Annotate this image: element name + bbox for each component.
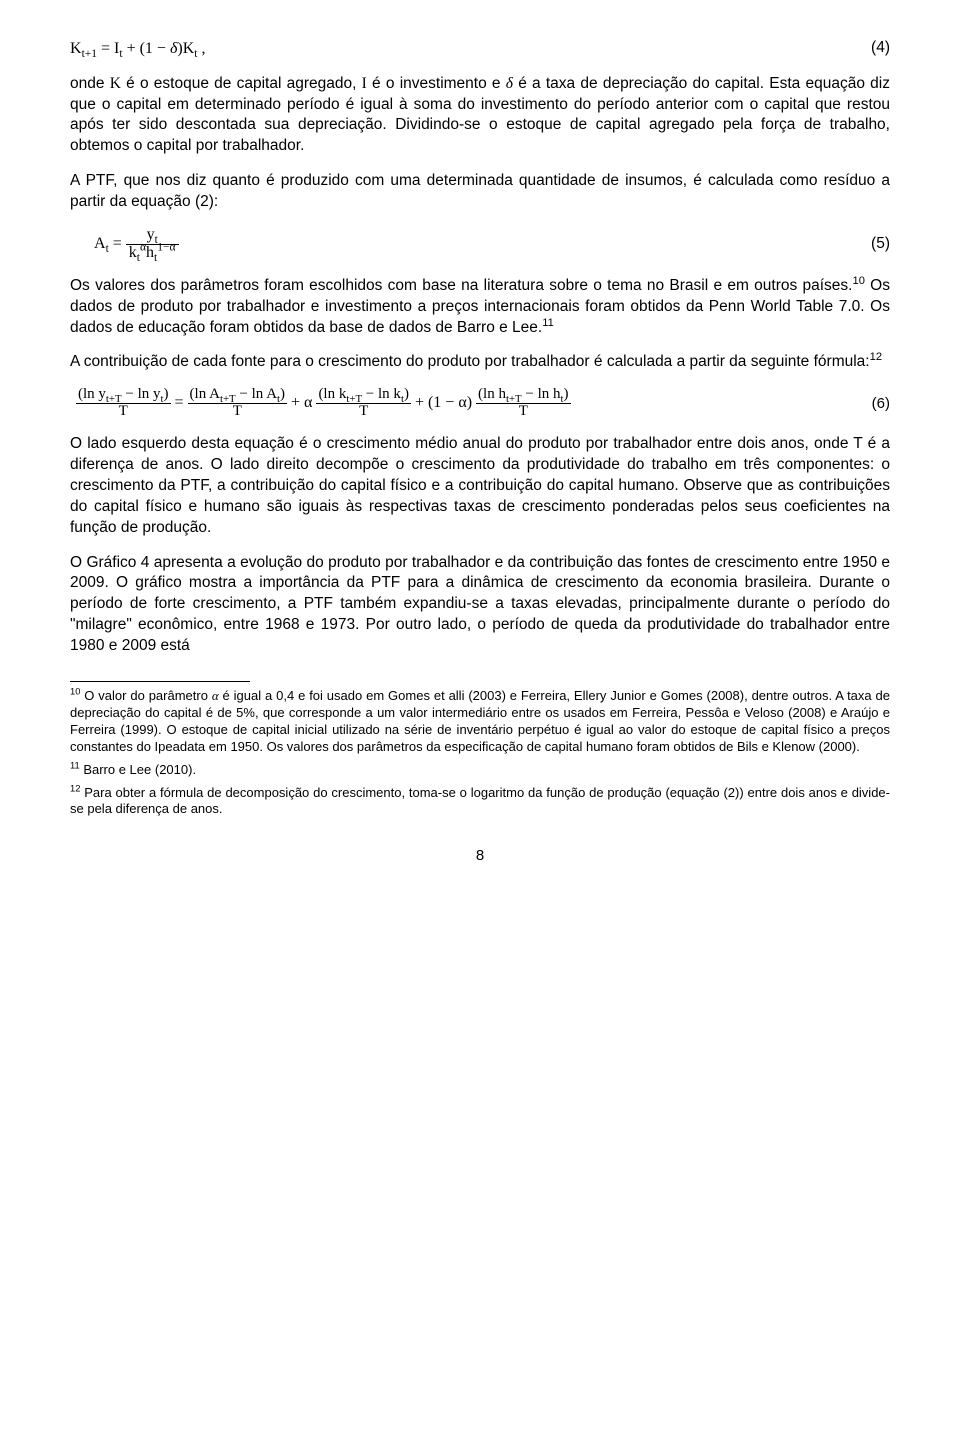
- p1-K: K: [110, 75, 121, 92]
- p4a: A contribuição de cada fonte para o cres…: [70, 353, 870, 370]
- equation-6: (ln yt+T − ln yt) T = (ln At+T − ln At) …: [70, 387, 890, 420]
- eq6-frac1: (ln yt+T − ln yt) T: [76, 387, 171, 420]
- eq6-plus1: + α: [291, 394, 312, 411]
- eq4-close: )K: [177, 40, 194, 57]
- eq6-t2open: (ln A: [190, 386, 220, 402]
- eq6-t3open: (ln k: [318, 386, 346, 402]
- equation-5-body: At = yt ktαht1−α: [70, 227, 850, 262]
- eq5-num-y: y: [147, 226, 155, 243]
- eq5-den-hsup: 1−α: [157, 242, 175, 254]
- eq6-t1mid: − ln y: [122, 386, 161, 402]
- eq4-sub1: t+1: [82, 48, 97, 60]
- eq6-plus2: + (1 − α): [415, 394, 472, 411]
- p1b: é o estoque de capital agregado,: [121, 75, 362, 92]
- eq6-T4: T: [476, 404, 571, 420]
- paragraph-3: Os valores dos parâmetros foram escolhid…: [70, 276, 890, 339]
- eq6-T3: T: [316, 404, 411, 420]
- fn10a: O valor do parâmetro: [80, 688, 211, 703]
- eq6-t2mid: − ln A: [236, 386, 277, 402]
- fn12-num: 12: [70, 783, 80, 793]
- page-number: 8: [70, 846, 890, 866]
- eq6-t1num: (ln y: [78, 386, 106, 402]
- fn11-text: Barro e Lee (2010).: [80, 762, 196, 777]
- fn10-alpha: α: [212, 688, 219, 703]
- equation-5: At = yt ktαht1−α (5): [70, 227, 890, 262]
- equation-4-number: (4): [850, 38, 890, 59]
- p3a: Os valores dos parâmetros foram escolhid…: [70, 277, 852, 294]
- fn11-num: 11: [70, 760, 80, 770]
- eq6-t4open: (ln h: [478, 386, 506, 402]
- eq4-K: K: [70, 40, 82, 57]
- eq6-frac3: (ln kt+T − ln kt) T: [316, 387, 411, 420]
- eq5-den-k: k: [129, 244, 137, 261]
- paragraph-5: O lado esquerdo desta equação é o cresci…: [70, 434, 890, 539]
- footnote-10: 10 O valor do parâmetro α é igual a 0,4 …: [70, 688, 890, 756]
- p3-sup11: 11: [542, 316, 554, 328]
- eq6-T1: T: [76, 404, 171, 420]
- footnote-11: 11 Barro e Lee (2010).: [70, 762, 890, 779]
- footnote-separator: [70, 681, 250, 682]
- fn12-text: Para obter a fórmula de decomposição do …: [70, 785, 890, 817]
- paragraph-2: A PTF, que nos diz quanto é produzido co…: [70, 171, 890, 213]
- eq6-eq: =: [175, 394, 188, 411]
- eq6-T2: T: [188, 404, 288, 420]
- eq4-eq: = I: [97, 40, 119, 57]
- paragraph-4: A contribuição de cada fonte para o cres…: [70, 352, 890, 373]
- eq5-eq: =: [109, 235, 126, 252]
- eq6-t4mid: − ln h: [522, 386, 561, 402]
- eq6-t3mid: − ln k: [362, 386, 401, 402]
- equation-6-body: (ln yt+T − ln yt) T = (ln At+T − ln At) …: [70, 387, 850, 420]
- equation-5-number: (5): [850, 234, 890, 255]
- p1-delta: δ: [506, 75, 513, 92]
- equation-6-number: (6): [850, 394, 890, 414]
- p1c: é o investimento e: [367, 75, 506, 92]
- equation-4: Kt+1 = It + (1 − δ)Kt , (4): [70, 38, 890, 60]
- p1a: onde: [70, 75, 110, 92]
- eq6-frac4: (ln ht+T − ln ht) T: [476, 387, 571, 420]
- footnote-12: 12 Para obter a fórmula de decomposição …: [70, 785, 890, 819]
- eq6-t4close: ): [564, 386, 569, 402]
- eq5-den-h: h: [146, 244, 154, 261]
- eq6-t1close: ): [164, 386, 169, 402]
- paragraph-6: O Gráfico 4 apresenta a evolução do prod…: [70, 553, 890, 658]
- eq5-A: A: [94, 235, 106, 252]
- fn10-num: 10: [70, 687, 80, 697]
- eq5-fraction: yt ktαht1−α: [126, 227, 179, 262]
- eq6-frac2: (ln At+T − ln At) T: [188, 387, 288, 420]
- p3-sup10: 10: [852, 275, 864, 287]
- paragraph-1: onde K é o estoque de capital agregado, …: [70, 74, 890, 158]
- eq6-t2close: ): [280, 386, 285, 402]
- equation-4-body: Kt+1 = It + (1 − δ)Kt ,: [70, 38, 850, 60]
- eq4-comma: ,: [197, 40, 205, 57]
- eq6-t3close: ): [404, 386, 409, 402]
- eq4-plus: + (1 −: [123, 40, 170, 57]
- p4-sup12: 12: [870, 351, 882, 363]
